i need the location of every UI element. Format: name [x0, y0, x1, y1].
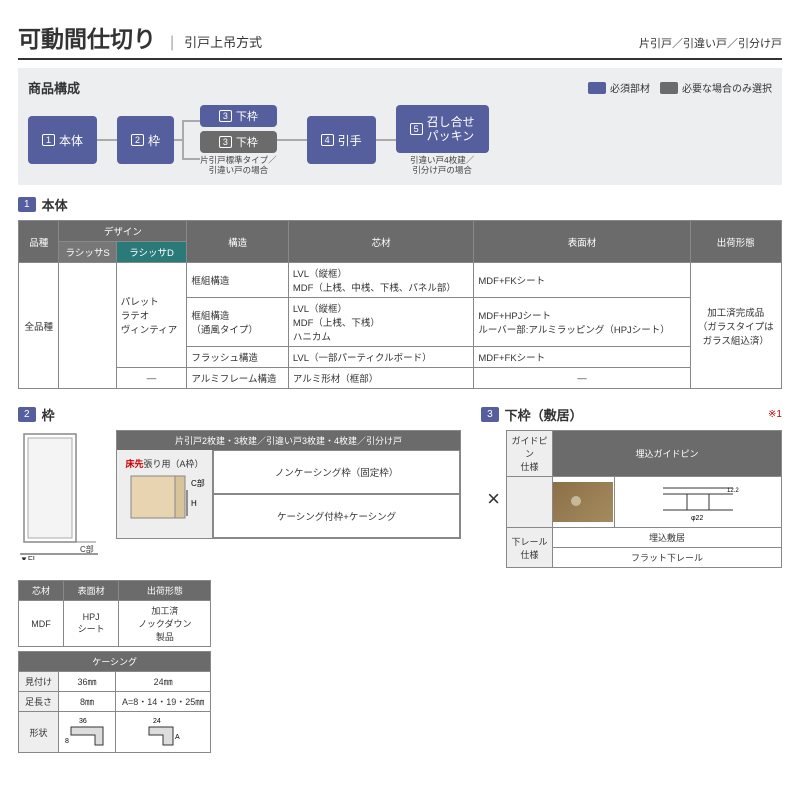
svg-text:C部: C部 [80, 544, 94, 554]
wood-texture-icon [553, 482, 613, 522]
section-1-header: 1 本体 [18, 195, 782, 214]
node-body: 1本体 [28, 116, 97, 164]
section-2-header: 2 枠 [18, 405, 461, 424]
material-table: 芯材表面材出荷形態 MDF HPJ シート 加工済 ノックダウン 製品 [18, 580, 211, 647]
svg-text:φ22: φ22 [691, 515, 703, 522]
legend-required-icon [588, 82, 606, 94]
material-section: 芯材表面材出荷形態 MDF HPJ シート 加工済 ノックダウン 製品 ケーシン… [18, 580, 782, 753]
node-bottom-frame-a: 3下枠 [200, 105, 277, 127]
casing-table: ケーシング 見付け36㎜24㎜ 足長さ8㎜A=8・14・19・25㎜ 形状 36… [18, 651, 211, 753]
header-tabs: 片引戸／引違い戸／引分け戸 [639, 35, 782, 51]
svg-text:36: 36 [79, 718, 87, 725]
page-title: 可動間仕切り [18, 20, 156, 54]
page-header: 可動間仕切り | 引戸上吊方式 片引戸／引違い戸／引分け戸 [18, 20, 782, 60]
svg-text:C部: C部 [191, 478, 205, 488]
svg-text:▼FL: ▼FL [20, 555, 38, 560]
composition-title: 商品構成 [28, 78, 80, 97]
page-subtitle: 引戸上吊方式 [184, 32, 262, 51]
guide-table: ガイドピン 仕様 埋込ガイドピン φ22 12.2 [506, 430, 782, 568]
legend-optional-label: 必要な場合のみ選択 [682, 80, 772, 95]
svg-text:H: H [191, 499, 197, 508]
shape-profile-1: 36 8 [65, 715, 109, 749]
node-frame: 2枠 [117, 116, 174, 164]
body-spec-table: 品種 デザイン 構造 芯材 表面材 出荷形態 ラシッサS ラシッサD 全品種 パ… [18, 220, 782, 389]
svg-text:A: A [175, 734, 180, 741]
composition-panel: 商品構成 必須部材 必要な場合のみ選択 1本体 2枠 3下枠 3下枠 片引戸標準… [18, 68, 782, 185]
node-note-2: 引違い戸4枚建／ 引分け戸の場合 [396, 155, 489, 175]
guide-pin-diagram: φ22 12.2 [653, 480, 743, 522]
svg-text:12.2: 12.2 [727, 488, 739, 494]
legend-optional-icon [660, 82, 678, 94]
separator: | [170, 34, 174, 52]
node-handle: 4引手 [307, 116, 376, 164]
svg-text:24: 24 [153, 718, 161, 725]
node-packing: 5召し合せ パッキン [396, 105, 489, 153]
node-note-1: 片引戸標準タイプ／ 引違い戸の場合 [200, 155, 277, 175]
shape-profile-2: 24 A [141, 715, 185, 749]
cross-icon: × [481, 486, 506, 512]
legend-required-label: 必須部材 [610, 80, 650, 95]
frame-table: 片引戸2枚建・3枚建／引違い戸3枚建・4枚建／引分け戸 床先張り用（A枠） C部… [116, 430, 461, 539]
frame-illustration: C部 ▼FL [18, 430, 106, 560]
section-3-header: 3 下枠（敷居） ※1 [481, 405, 782, 424]
node-bottom-frame-b: 3下枠 [200, 131, 277, 153]
svg-text:8: 8 [65, 738, 69, 745]
